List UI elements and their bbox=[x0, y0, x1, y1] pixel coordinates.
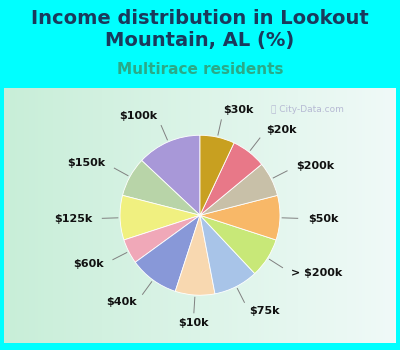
Text: $125k: $125k bbox=[54, 214, 92, 224]
Text: > $200k: > $200k bbox=[291, 268, 342, 278]
Wedge shape bbox=[135, 215, 200, 291]
Wedge shape bbox=[200, 135, 234, 215]
Wedge shape bbox=[122, 161, 200, 215]
Wedge shape bbox=[200, 215, 276, 274]
Wedge shape bbox=[124, 215, 200, 262]
Text: $75k: $75k bbox=[249, 306, 280, 316]
Text: $20k: $20k bbox=[266, 125, 296, 135]
Wedge shape bbox=[120, 195, 200, 240]
Wedge shape bbox=[200, 215, 255, 294]
Text: $100k: $100k bbox=[119, 111, 157, 121]
Text: $150k: $150k bbox=[68, 158, 106, 168]
Text: $50k: $50k bbox=[308, 214, 338, 224]
Text: $200k: $200k bbox=[296, 161, 334, 171]
Wedge shape bbox=[142, 135, 200, 215]
Wedge shape bbox=[200, 143, 262, 215]
Text: Multirace residents: Multirace residents bbox=[117, 63, 283, 77]
Wedge shape bbox=[200, 164, 278, 215]
Wedge shape bbox=[200, 195, 280, 240]
Text: $10k: $10k bbox=[178, 318, 208, 328]
Text: $60k: $60k bbox=[73, 259, 104, 269]
Text: ⓘ City-Data.com: ⓘ City-Data.com bbox=[270, 105, 344, 114]
Wedge shape bbox=[175, 215, 215, 295]
Text: Income distribution in Lookout
Mountain, AL (%): Income distribution in Lookout Mountain,… bbox=[31, 9, 369, 50]
Text: $30k: $30k bbox=[224, 105, 254, 115]
Text: $40k: $40k bbox=[106, 298, 137, 307]
